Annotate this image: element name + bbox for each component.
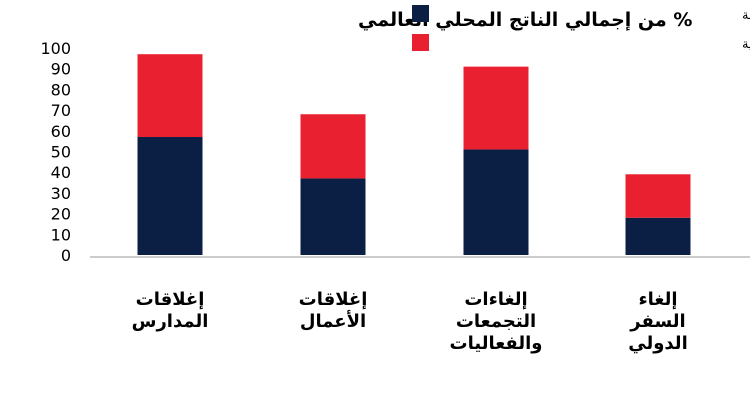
category-label: المدارس <box>132 311 209 332</box>
chart-title: % من إجمالي الناتج المحلي العالمي <box>358 9 692 31</box>
y-tick-label: 30 <box>51 184 71 203</box>
y-tick-label: 10 <box>51 225 71 244</box>
category-label: السفر <box>629 311 685 332</box>
category-label: إغلاقات <box>136 289 205 310</box>
category-label: إغلاقات <box>299 289 368 310</box>
category-label: والفعاليات <box>450 333 543 354</box>
x-axis-labels: إغلاقاتالمدارسإغلاقاتالأعمالإلغاءاتالتجم… <box>132 289 688 354</box>
bar-segment-emerging <box>625 174 691 218</box>
category-label: إلغاءات <box>464 289 527 310</box>
legend-label: الاقتصادات المتقدمة <box>742 8 750 23</box>
y-tick-label: 60 <box>51 122 71 141</box>
legend-swatch <box>412 34 429 51</box>
y-tick-label: 50 <box>51 143 71 162</box>
bars <box>90 54 750 258</box>
category-label: التجمعات <box>456 311 536 332</box>
legend-label: اقتصادات الأسواق الصاعدة والبلدان النامي… <box>742 35 750 52</box>
bar-segment-emerging <box>137 54 203 138</box>
category-label: الدولي <box>628 333 687 354</box>
y-tick-label: 20 <box>51 205 71 224</box>
category-label: إلغاء <box>638 289 677 310</box>
legend-swatch <box>412 5 429 22</box>
bar-segment-advanced <box>463 149 529 255</box>
y-tick-label: 70 <box>51 101 71 120</box>
bar-segment-advanced <box>137 137 203 255</box>
bar-segment-advanced <box>625 217 691 255</box>
bar-segment-emerging <box>463 66 529 150</box>
y-tick-label: 0 <box>61 246 71 265</box>
legend: الاقتصادات المتقدمة اقتصادات الأسواق الصا… <box>412 5 750 52</box>
bar-segment-advanced <box>300 178 366 255</box>
bar-segment-emerging <box>300 114 366 179</box>
y-tick-label: 40 <box>51 163 71 182</box>
category-label: الأعمال <box>300 310 366 332</box>
y-tick-label: 80 <box>51 80 71 99</box>
y-tick-label: 90 <box>51 60 71 79</box>
y-tick-label: 100 <box>40 39 71 58</box>
